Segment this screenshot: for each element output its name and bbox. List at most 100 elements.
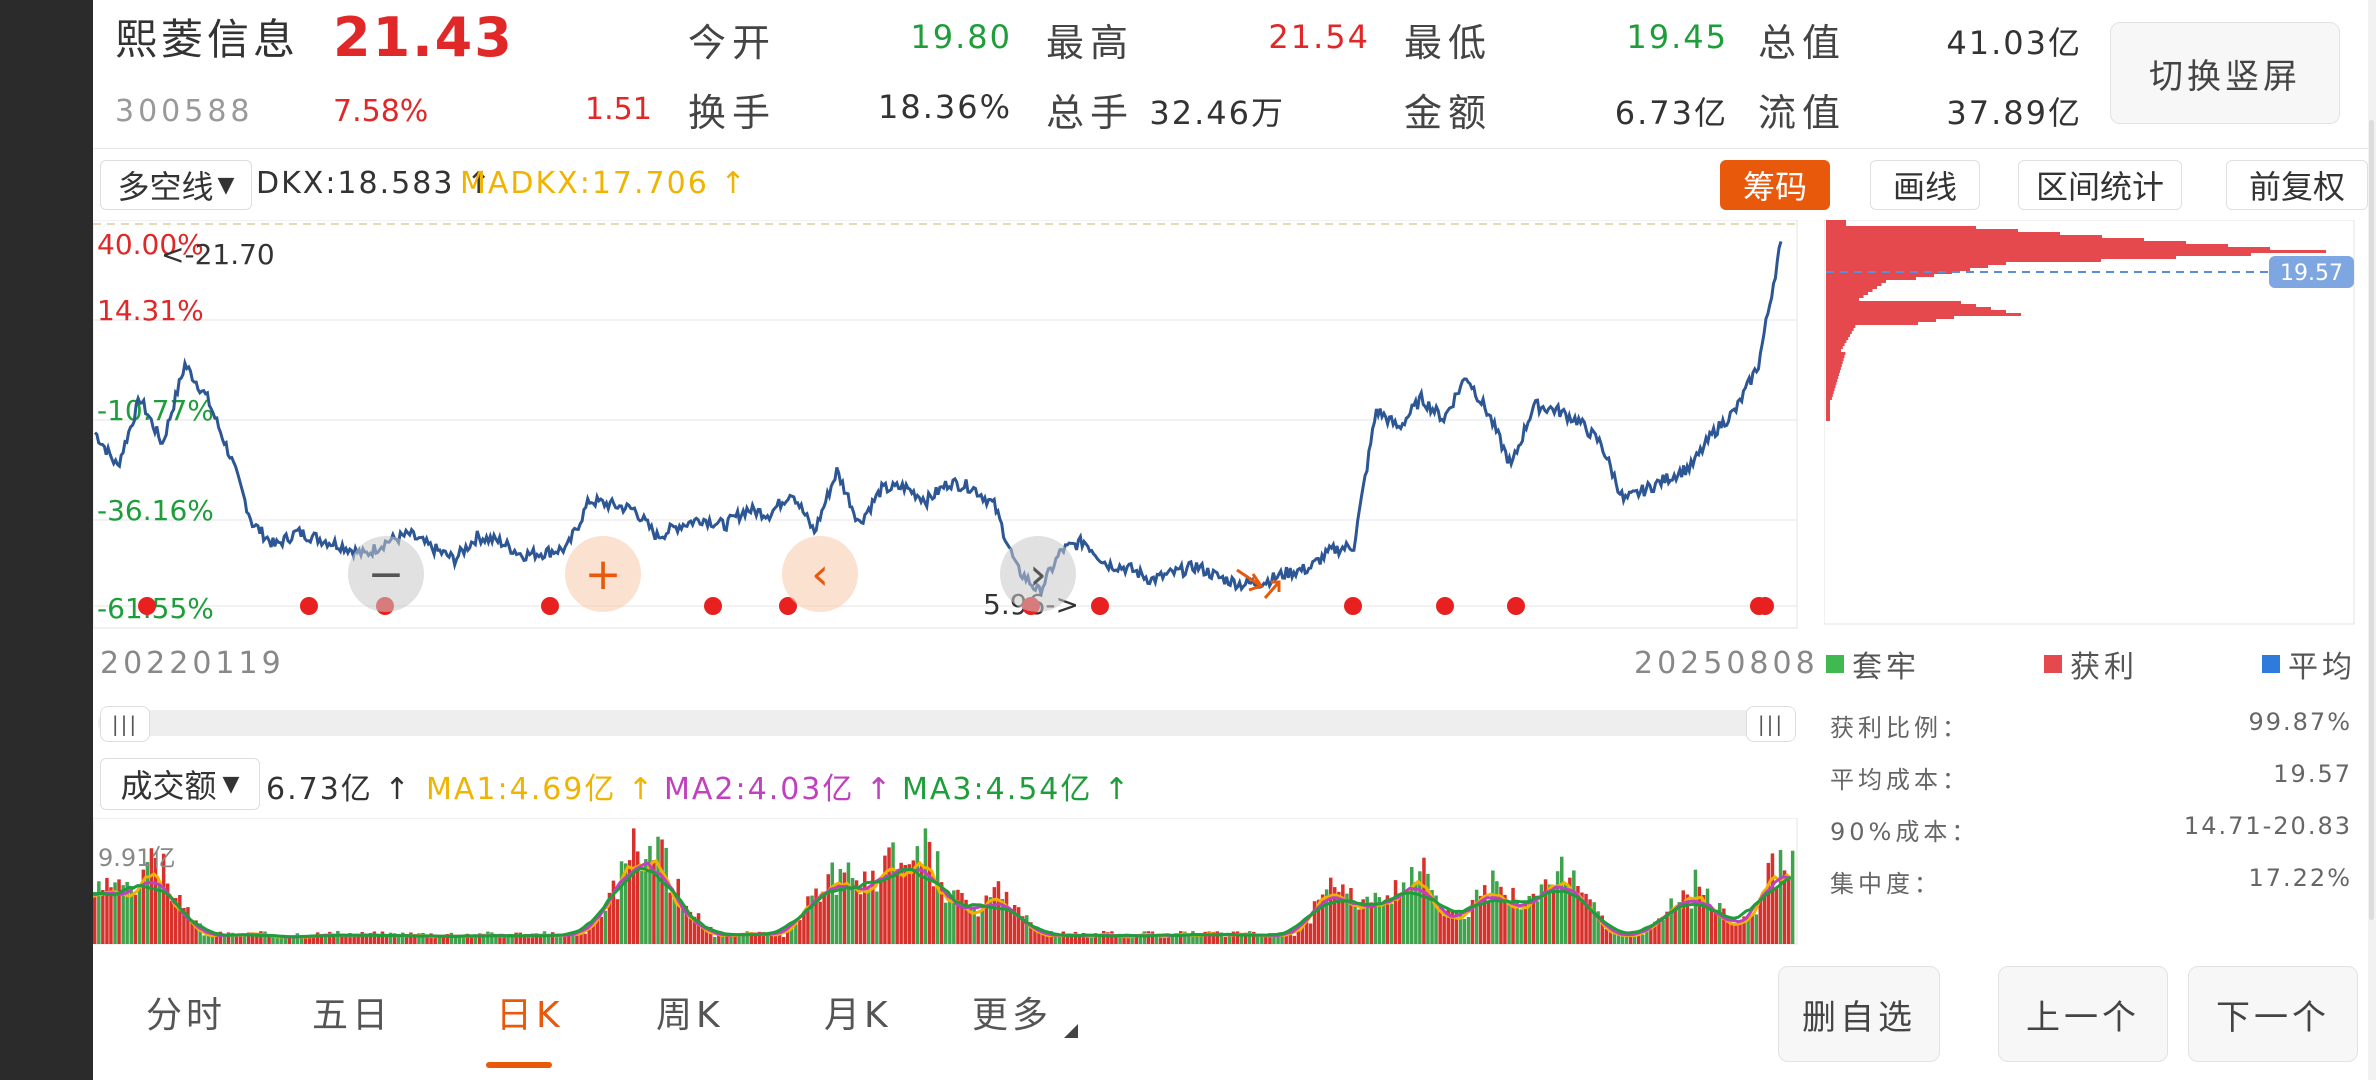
volume-bar xyxy=(1551,886,1556,944)
volume-bar xyxy=(478,933,482,944)
volume-ma1: MA1:4.69亿 ↑ xyxy=(426,772,656,807)
volume-bar xyxy=(1722,908,1726,944)
volume-bar xyxy=(1653,921,1657,944)
volume-bar xyxy=(1770,853,1775,944)
volume-bar xyxy=(1170,936,1175,944)
next-stock-button[interactable]: 下一个 xyxy=(2188,966,2358,1062)
volume-bar xyxy=(931,886,936,944)
volume-bar xyxy=(1025,915,1029,944)
volume-indicator-select[interactable]: 成交额 ▼ xyxy=(100,758,260,810)
volume-bar xyxy=(1604,929,1608,944)
volume-bar xyxy=(97,881,101,944)
range-stats-button[interactable]: 区间统计 xyxy=(2018,160,2182,210)
volume-bar xyxy=(1543,879,1548,944)
previous-stock-button[interactable]: 上一个 xyxy=(1998,966,2168,1062)
chip-bar xyxy=(1826,232,2060,235)
volume-bar xyxy=(571,933,575,944)
range-slider-left-handle[interactable]: ||| xyxy=(100,706,150,742)
volume-bar xyxy=(506,936,510,944)
volume-bar xyxy=(1454,912,1459,944)
range-slider-track[interactable] xyxy=(98,710,1793,736)
volume-bar xyxy=(1369,902,1373,944)
signal-arrow-icon xyxy=(1263,580,1281,599)
volume-bar xyxy=(1000,899,1005,944)
volume-bar xyxy=(980,910,984,944)
volume-bar xyxy=(1166,933,1171,944)
volume-bar xyxy=(1162,935,1167,944)
remove-watchlist-button[interactable]: 删自选 xyxy=(1778,966,1940,1062)
buy-signal-dot xyxy=(779,597,797,615)
volume-chart[interactable] xyxy=(93,818,1805,946)
quote-label-low: 最低 xyxy=(1404,21,1493,65)
volume-bar xyxy=(644,859,648,944)
volume-bar xyxy=(587,929,591,944)
volume-bar xyxy=(538,936,543,944)
volume-bar xyxy=(149,848,154,944)
volume-bar xyxy=(129,890,133,944)
volume-bar xyxy=(583,933,587,944)
volume-bar xyxy=(344,936,348,944)
volume-bar xyxy=(251,932,255,944)
volume-bar xyxy=(1118,933,1122,944)
volume-bar xyxy=(546,933,551,944)
chip-bar xyxy=(1826,289,1873,292)
tab-more[interactable]: 更多 xyxy=(972,995,1053,1036)
volume-bar xyxy=(1422,857,1426,944)
volume-bar xyxy=(700,927,705,944)
tab-weekly-k[interactable]: 周K xyxy=(656,995,724,1036)
volume-bar xyxy=(1093,933,1098,944)
scroll-left-button[interactable]: ‹ xyxy=(782,536,858,612)
volume-bar xyxy=(1689,908,1694,944)
average-price-label: 19.57 xyxy=(2280,261,2343,286)
chip-bar xyxy=(1826,304,1976,307)
volume-bar xyxy=(1381,903,1386,944)
volume-bar xyxy=(1665,911,1669,944)
volume-bar xyxy=(1645,929,1649,944)
tab-daily-k[interactable]: 日K xyxy=(496,995,564,1036)
chip-bar xyxy=(1826,277,1916,280)
volume-bar xyxy=(1203,931,1207,944)
range-slider-right-handle[interactable]: ||| xyxy=(1746,706,1796,742)
volume-bar xyxy=(182,908,186,944)
volume-bar xyxy=(1738,922,1742,944)
volume-bar xyxy=(153,857,158,944)
volume-bar xyxy=(1442,915,1446,944)
chevron-right-icon: › xyxy=(1029,548,1047,600)
draw-line-button[interactable]: 画线 xyxy=(1870,160,1980,210)
chip-bar xyxy=(1826,253,2251,256)
current-price: 21.43 xyxy=(333,6,514,69)
tab-intraday[interactable]: 分时 xyxy=(146,995,227,1036)
volume-bar xyxy=(1183,931,1187,944)
volume-bar xyxy=(170,900,174,944)
page-scrollbar[interactable] xyxy=(2368,0,2376,1080)
dropdown-triangle-icon: ▼ xyxy=(217,172,235,198)
volume-bar xyxy=(324,933,328,944)
volume-bar xyxy=(271,935,275,944)
volume-bar xyxy=(871,870,875,944)
stat-value-profit-ratio: 99.87% xyxy=(2248,708,2352,736)
volume-bar xyxy=(121,885,125,944)
volume-bar xyxy=(948,896,952,944)
volume-bar xyxy=(761,932,766,944)
volume-bar xyxy=(834,894,839,944)
zoom-out-button[interactable]: − xyxy=(348,536,424,612)
volume-bar xyxy=(627,860,632,944)
volume-bar xyxy=(1637,933,1641,944)
volume-bar xyxy=(174,898,178,944)
volume-bar xyxy=(222,935,227,944)
switch-portrait-button[interactable]: 切换竖屏 xyxy=(2110,22,2340,124)
chip-bar xyxy=(1826,388,1835,391)
volume-bar xyxy=(1179,931,1183,944)
volume-bar xyxy=(105,878,109,944)
chips-button[interactable]: 筹码 xyxy=(1720,160,1830,210)
zoom-in-button[interactable]: + xyxy=(565,536,641,612)
volume-bar xyxy=(1628,936,1633,944)
buy-signal-dot xyxy=(704,597,722,615)
volume-bar xyxy=(559,936,563,944)
volume-bar xyxy=(907,864,911,944)
price-adjust-button[interactable]: 前复权 xyxy=(2226,160,2368,210)
tab-monthly-k[interactable]: 月K xyxy=(824,995,892,1036)
indicator-select[interactable]: 多空线 ▼ xyxy=(100,160,252,210)
tab-five-day[interactable]: 五日 xyxy=(312,995,393,1036)
scroll-right-button[interactable]: › xyxy=(1000,536,1076,612)
